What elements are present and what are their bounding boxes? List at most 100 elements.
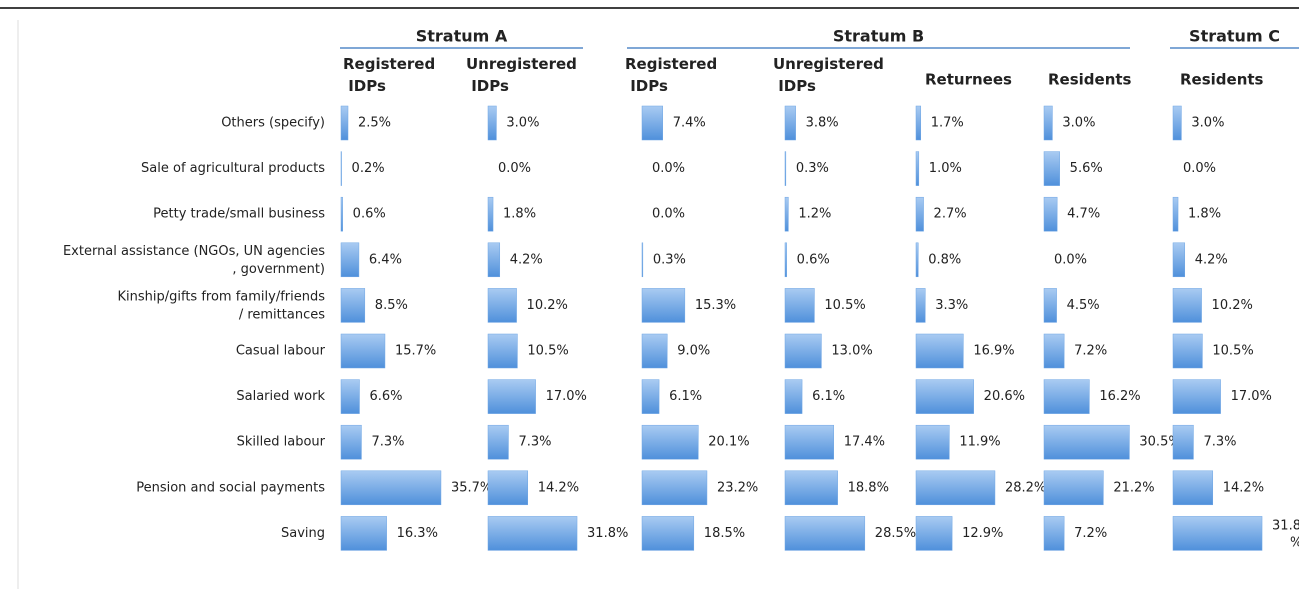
bar xyxy=(340,424,362,460)
value-label: 5.6% xyxy=(1070,161,1103,176)
value-label: 17.0% xyxy=(1231,389,1272,404)
value-label: 16.2% xyxy=(1099,389,1140,404)
bar xyxy=(641,424,699,460)
bar xyxy=(784,379,803,414)
bar xyxy=(784,151,787,186)
bar xyxy=(487,196,494,232)
bar xyxy=(641,288,686,323)
series-header: Unregistered IDPs xyxy=(773,55,884,95)
value-label: 31.8% xyxy=(587,526,628,541)
value-label: 28.2% xyxy=(1005,480,1046,495)
bar xyxy=(784,333,822,369)
value-label: 0.3% xyxy=(653,252,686,267)
value-label: 31.8% xyxy=(1272,518,1299,550)
label-part: 31.8 xyxy=(1272,518,1299,533)
value-label: 6.6% xyxy=(369,389,402,404)
value-label: 4.7% xyxy=(1067,207,1100,222)
value-label: 0.0% xyxy=(1183,161,1216,176)
label-part: % xyxy=(1290,535,1299,550)
bar xyxy=(784,196,789,232)
value-label: 0.0% xyxy=(652,161,685,176)
group-title: Stratum A xyxy=(416,27,508,46)
bar xyxy=(340,196,343,232)
value-label: 6.1% xyxy=(669,389,702,404)
bar xyxy=(1043,196,1058,232)
bar xyxy=(915,333,964,369)
value-label: 7.2% xyxy=(1074,344,1107,359)
bar xyxy=(340,288,366,323)
value-label: 10.5% xyxy=(527,344,568,359)
value-label: 0.2% xyxy=(352,161,385,176)
value-label: 3.0% xyxy=(506,116,539,131)
series-header: Registered IDPs xyxy=(343,55,435,95)
bar xyxy=(1043,288,1057,323)
value-label: 16.3% xyxy=(397,526,438,541)
bar xyxy=(1043,379,1090,414)
value-label: 0.0% xyxy=(1054,252,1087,267)
category-label: Casual labour xyxy=(236,344,326,359)
value-label: 2.5% xyxy=(358,116,391,131)
category-label: Sale of agricultural products xyxy=(141,161,325,176)
bar xyxy=(487,105,497,141)
bar xyxy=(784,516,866,551)
bar xyxy=(784,288,815,323)
value-label: 10.5% xyxy=(824,298,865,313)
bar xyxy=(1172,516,1263,551)
bar xyxy=(340,242,360,278)
bar xyxy=(1043,333,1065,369)
value-label: 1.2% xyxy=(798,207,831,222)
value-label: 18.8% xyxy=(848,480,889,495)
value-label: 0.0% xyxy=(652,207,685,222)
series-header: Registered IDPs xyxy=(625,55,717,95)
value-label: 7.3% xyxy=(1203,435,1236,450)
value-label: 1.7% xyxy=(931,116,964,131)
value-label: 0.3% xyxy=(796,161,829,176)
bar xyxy=(340,470,442,506)
bar xyxy=(641,470,708,506)
bar xyxy=(487,470,529,506)
bar xyxy=(1043,424,1130,460)
value-label: 20.6% xyxy=(984,389,1025,404)
category-label: Pension and social payments xyxy=(136,480,325,495)
value-label: 6.4% xyxy=(369,252,402,267)
value-label: 16.9% xyxy=(973,344,1014,359)
bar xyxy=(915,424,950,460)
series-header: Residents xyxy=(1048,71,1132,89)
value-label: 0.0% xyxy=(498,161,531,176)
label-part: IDPs xyxy=(773,77,816,95)
value-label: 6.1% xyxy=(812,389,845,404)
category-label: Salaried work xyxy=(236,389,325,404)
label-part: Unregistered xyxy=(466,55,577,73)
bar xyxy=(487,379,536,414)
series-header: Residents xyxy=(1180,71,1264,89)
category-label: Kinship/gifts from family/friends / remit… xyxy=(117,289,325,322)
label-part: Registered xyxy=(625,55,717,73)
bar xyxy=(1172,105,1182,141)
value-label: 17.4% xyxy=(844,435,885,450)
bar xyxy=(1043,105,1053,141)
value-label: 15.3% xyxy=(695,298,736,313)
bar xyxy=(487,424,509,460)
bar xyxy=(915,242,919,278)
value-label: 7.3% xyxy=(371,435,404,450)
value-label: 12.9% xyxy=(962,526,1003,541)
value-label: 7.4% xyxy=(673,116,706,131)
bar xyxy=(1172,470,1214,506)
value-label: 13.0% xyxy=(831,344,872,359)
value-label: 3.0% xyxy=(1062,116,1095,131)
value-label: 2.7% xyxy=(934,207,967,222)
value-label: 30.5% xyxy=(1139,435,1180,450)
value-label: 0.6% xyxy=(353,207,386,222)
value-label: 17.0% xyxy=(546,389,587,404)
label-part: / remittances xyxy=(239,307,325,322)
bar xyxy=(340,379,360,414)
label-part: IDPs xyxy=(343,77,386,95)
bar xyxy=(487,242,501,278)
label-part: IDPs xyxy=(466,77,509,95)
label-part: Registered xyxy=(343,55,435,73)
bar xyxy=(915,470,996,506)
bar xyxy=(915,105,922,141)
bar xyxy=(915,288,926,323)
value-label: 23.2% xyxy=(717,480,758,495)
